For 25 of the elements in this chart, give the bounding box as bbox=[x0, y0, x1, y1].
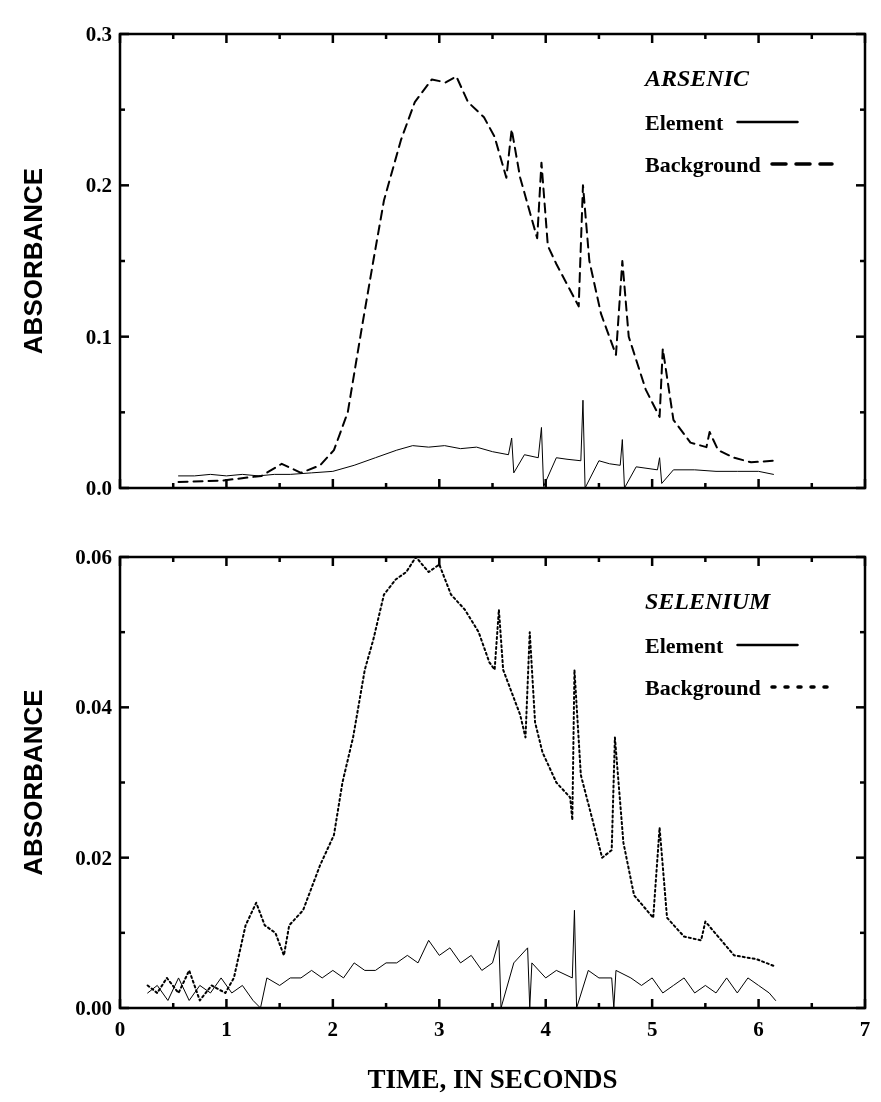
legend-label: Element bbox=[645, 633, 724, 658]
x-tick-label: 2 bbox=[327, 1017, 339, 1041]
legend-title: ARSENIC bbox=[643, 65, 751, 91]
legend-label: Background bbox=[645, 152, 761, 177]
x-tick-label: 3 bbox=[434, 1017, 445, 1041]
legend-title: SELENIUM bbox=[645, 588, 773, 614]
y-tick-label: 0.3 bbox=[85, 22, 112, 46]
x-axis-title: TIME, IN SECONDS bbox=[367, 1064, 618, 1094]
x-tick-label: 7 bbox=[859, 1017, 871, 1041]
y-axis-title: ABSORBANCE bbox=[18, 167, 48, 355]
x-tick-label: 4 bbox=[540, 1017, 552, 1041]
x-tick-label: 0 bbox=[114, 1017, 126, 1041]
legend-label: Element bbox=[645, 110, 724, 135]
y-tick-label: 0.06 bbox=[75, 545, 112, 569]
y-tick-label: 0.00 bbox=[75, 996, 112, 1020]
y-axis-title: ABSORBANCE bbox=[18, 689, 48, 876]
y-tick-label: 0.2 bbox=[85, 173, 112, 198]
y-tick-label: 0.1 bbox=[85, 324, 112, 349]
y-tick-label: 0.0 bbox=[85, 476, 112, 500]
x-tick-label: 5 bbox=[646, 1017, 658, 1041]
x-tick-label: 1 bbox=[221, 1017, 232, 1041]
x-tick-label: 6 bbox=[753, 1017, 764, 1041]
legend-label: Background bbox=[645, 675, 761, 700]
y-tick-label: 0.02 bbox=[75, 845, 112, 870]
y-tick-label: 0.04 bbox=[75, 695, 113, 720]
